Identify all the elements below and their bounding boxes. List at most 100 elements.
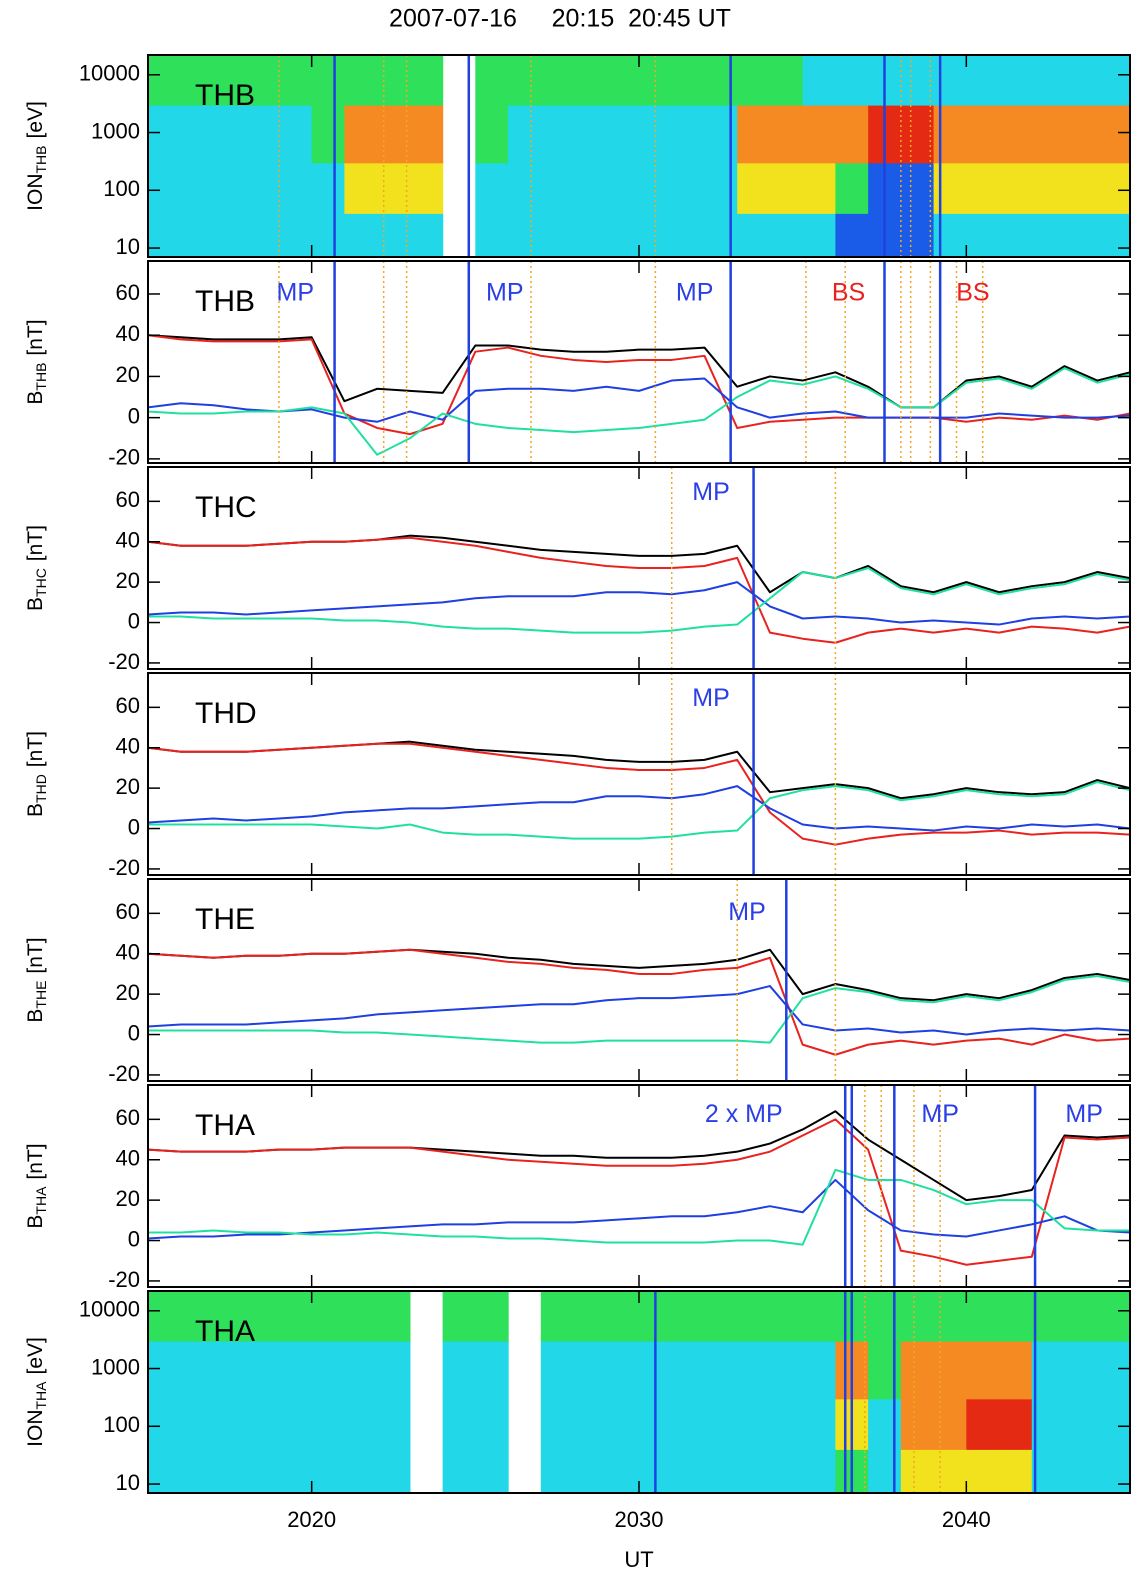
- heatmap-cell: [802, 1291, 836, 1342]
- heatmap-cell: [344, 1291, 378, 1342]
- panel: [148, 467, 1130, 669]
- heatmap-cell: [933, 162, 967, 214]
- heatmap-cell: [311, 162, 345, 214]
- heatmap-cell: [311, 1291, 345, 1342]
- y-tick-label: 40: [116, 1146, 140, 1171]
- heatmap-cell: [148, 55, 182, 106]
- annotation: 2 x MP: [705, 1100, 783, 1128]
- y-axis-label: BTHC [nT]: [24, 525, 49, 611]
- heatmap-cell: [704, 1340, 738, 1400]
- data-line: [148, 948, 1130, 1002]
- heatmap-cell: [180, 162, 215, 214]
- y-axis-label: BTHB [nT]: [24, 319, 49, 404]
- heatmap-cell: [409, 213, 444, 257]
- heatmap-cell: [606, 213, 640, 257]
- heatmap-cell: [180, 104, 215, 164]
- heatmap-cell: [246, 1398, 280, 1450]
- data-line: [148, 785, 1130, 832]
- heatmap-cell: [442, 1291, 476, 1342]
- y-tick-label: 60: [116, 280, 140, 305]
- heatmap-cell: [606, 1398, 640, 1450]
- heatmap-cell: [573, 1449, 607, 1493]
- heatmap-cell: [377, 162, 411, 214]
- y-tick-label: -20: [108, 445, 140, 470]
- heatmap-cell: [737, 162, 771, 214]
- heatmap-cell: [704, 55, 738, 106]
- x-tick-label: 2030: [615, 1507, 664, 1532]
- data-line: [148, 334, 1130, 436]
- heatmap-cell: [344, 1398, 378, 1450]
- heatmap-cell: [213, 1398, 247, 1450]
- y-axis-label-unit: [nT]: [24, 937, 47, 973]
- heatmap-cell: [180, 55, 215, 106]
- y-tick-label: 0: [128, 608, 140, 633]
- heatmap-cell: [868, 1291, 902, 1342]
- y-axis-label-main: ION: [24, 1410, 47, 1447]
- heatmap-cell: [344, 213, 378, 257]
- panel: [148, 1085, 1130, 1287]
- y-tick-label: 100: [103, 176, 140, 201]
- heatmap-cell: [671, 104, 706, 164]
- heatmap-cell: [1064, 162, 1098, 214]
- y-tick-label: 20: [116, 980, 140, 1005]
- heatmap-cell: [671, 1340, 706, 1400]
- heatmap-cell: [1064, 1291, 1098, 1342]
- data-line: [148, 742, 1130, 846]
- heatmap-cell: [999, 213, 1033, 257]
- heatmap-cell: [1097, 104, 1130, 164]
- heatmap-cell: [900, 55, 935, 106]
- heatmap-cell: [966, 1340, 1000, 1400]
- heatmap-cell: [835, 162, 869, 214]
- heatmap-cell: [999, 1291, 1033, 1342]
- heatmap-cell: [769, 104, 804, 164]
- plot-frame: [147, 672, 1131, 876]
- heatmap-cell: [475, 1449, 509, 1493]
- annotation: BS: [956, 279, 989, 307]
- panel: [148, 55, 1130, 257]
- heatmap-cell: [802, 1398, 836, 1450]
- panel: [148, 879, 1130, 1081]
- heatmap-cell: [606, 1291, 640, 1342]
- heatmap-cell: [802, 104, 836, 164]
- heatmap-cell: [148, 162, 182, 214]
- heatmap-cell: [671, 1449, 706, 1493]
- chart-title: 2007-07-16 20:15 20:45 UT: [389, 5, 731, 33]
- y-axis-label-sub: THD: [33, 774, 49, 803]
- heatmap-cell: [442, 1340, 476, 1400]
- heatmap-cell: [769, 1398, 804, 1450]
- x-tick-label: 2020: [287, 1507, 336, 1532]
- heatmap-cell: [573, 1340, 607, 1400]
- y-axis-label-sub: THA: [33, 1381, 49, 1410]
- y-axis-label-sub: THA: [33, 1186, 49, 1215]
- annotation: MP: [728, 898, 766, 926]
- heatmap-cell: [278, 1291, 313, 1342]
- heatmap-cell: [540, 55, 575, 106]
- x-tick-label: 2040: [942, 1507, 991, 1532]
- heatmap-cell: [999, 104, 1033, 164]
- heatmap-cell: [868, 1340, 902, 1400]
- heatmap-cell: [180, 1291, 215, 1342]
- heatmap-cell: [213, 162, 247, 214]
- heatmap-cell: [769, 1449, 804, 1493]
- heatmap-cell: [966, 104, 1000, 164]
- heatmap-cell: [540, 213, 575, 257]
- y-tick-label: 0: [128, 1226, 140, 1251]
- heatmap-cell: [900, 1449, 935, 1493]
- y-axis-label-sub: THB: [33, 363, 49, 391]
- y-axis-label-main: ION: [24, 174, 47, 211]
- heatmap-cell: [278, 162, 313, 214]
- y-tick-label: 0: [128, 1020, 140, 1045]
- heatmap-cell: [966, 1291, 1000, 1342]
- heatmap-cell: [933, 55, 967, 106]
- heatmap-cell: [409, 55, 444, 106]
- data-line: [148, 948, 1130, 1056]
- heatmap-cell: [377, 213, 411, 257]
- heatmap-cell: [180, 1398, 215, 1450]
- heatmap-cell: [999, 162, 1033, 214]
- y-axis-label: BTHE [nT]: [24, 937, 49, 1022]
- heatmap-cell: [1031, 1340, 1066, 1400]
- heatmap-cell: [344, 1340, 378, 1400]
- heatmap-cell: [606, 104, 640, 164]
- heatmap-cell: [1064, 1449, 1098, 1493]
